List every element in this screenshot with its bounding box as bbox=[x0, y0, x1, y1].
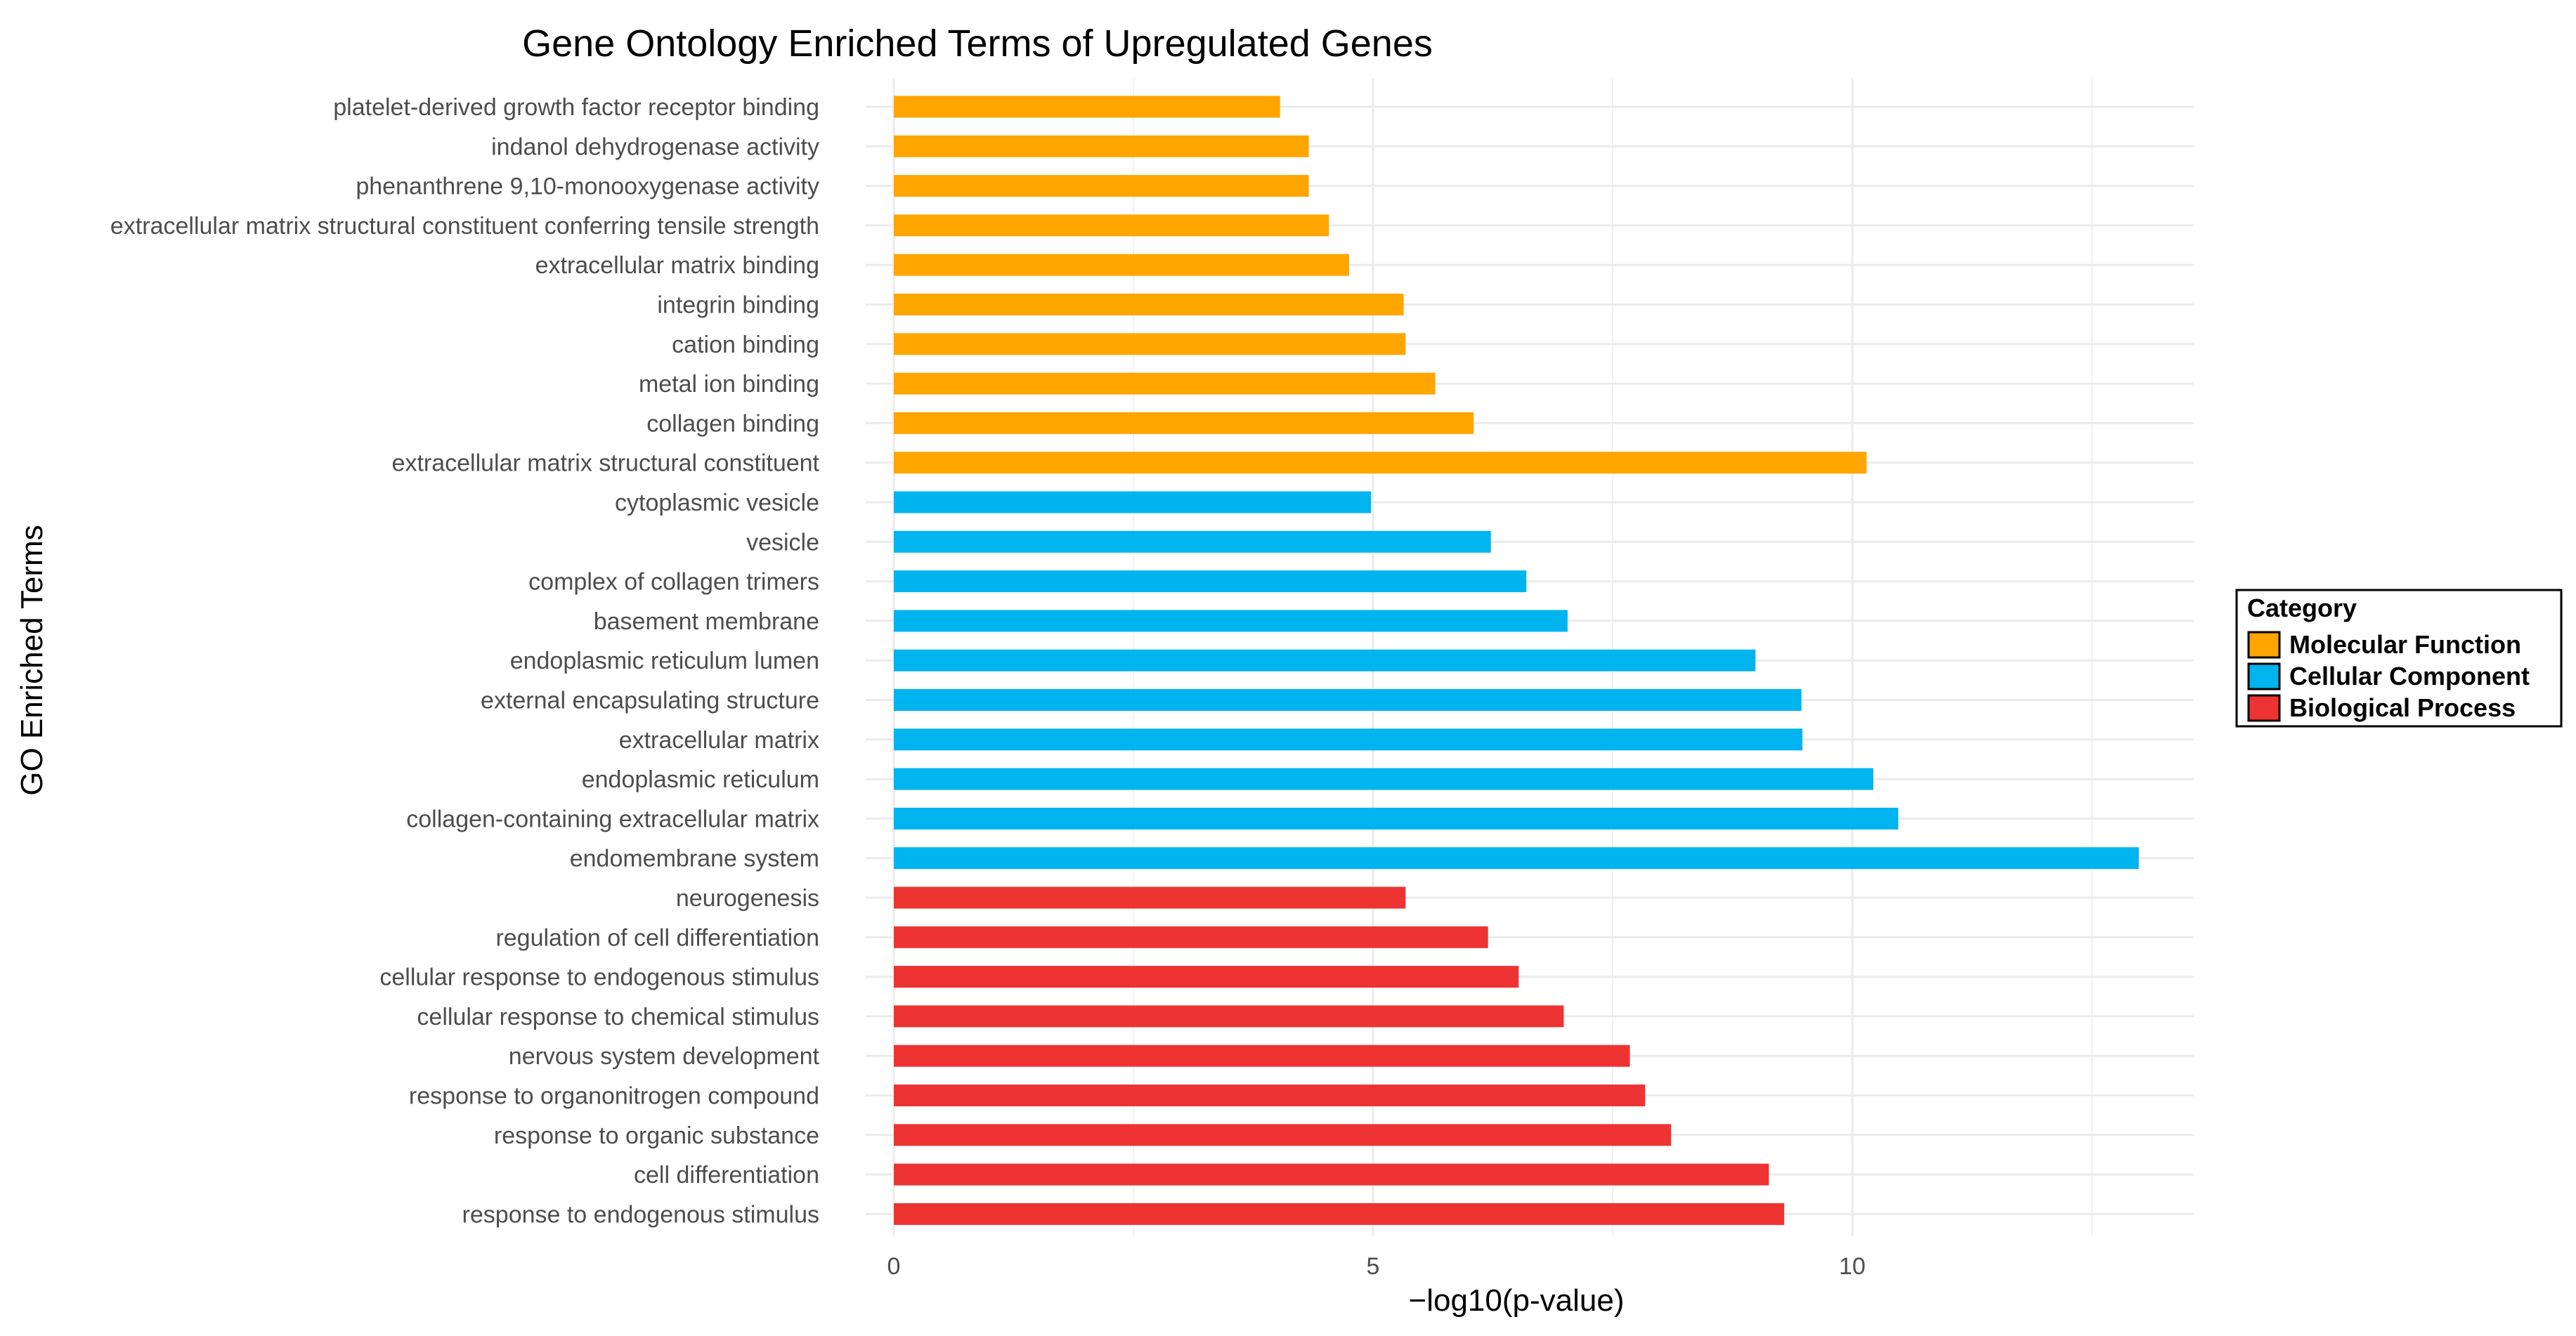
legend-label: Molecular Function bbox=[2289, 630, 2521, 659]
bar bbox=[894, 294, 1404, 315]
bar bbox=[894, 1203, 1785, 1225]
bar bbox=[894, 966, 1519, 988]
bar bbox=[894, 768, 1874, 790]
category-label: endoplasmic reticulum lumen bbox=[510, 648, 819, 674]
category-label: extracellular matrix structural constitu… bbox=[392, 450, 820, 477]
category-label: cell differentiation bbox=[634, 1162, 819, 1188]
legend-label: Biological Process bbox=[2289, 693, 2516, 722]
bar bbox=[894, 491, 1372, 513]
category-label: extracellular matrix structural constitu… bbox=[110, 213, 819, 240]
bar bbox=[894, 96, 1280, 118]
x-axis-title: −log10(p-value) bbox=[1409, 1283, 1625, 1318]
bar bbox=[894, 847, 2139, 870]
bars bbox=[894, 96, 2139, 1225]
category-label: basement membrane bbox=[594, 608, 819, 635]
legend-swatch bbox=[2247, 631, 2281, 659]
bar bbox=[894, 807, 1899, 830]
category-label: endomembrane system bbox=[570, 846, 819, 872]
category-label: indanol dehydrogenase activity bbox=[491, 133, 819, 160]
category-labels: platelet-derived growth factor receptor … bbox=[110, 94, 820, 1228]
bar bbox=[894, 1005, 1564, 1028]
category-label: response to organonitrogen compound bbox=[409, 1083, 819, 1110]
bar bbox=[894, 886, 1406, 909]
bar bbox=[894, 214, 1329, 237]
bar bbox=[894, 452, 1867, 474]
x-axis-ticks: 0 5 10 bbox=[887, 1253, 1866, 1280]
category-label: extracellular matrix bbox=[619, 727, 819, 754]
category-label: regulation of cell differentiation bbox=[495, 924, 819, 951]
bar bbox=[894, 1124, 1672, 1146]
bar bbox=[894, 254, 1349, 276]
category-label: platelet-derived growth factor receptor … bbox=[333, 94, 819, 121]
bar bbox=[894, 530, 1491, 553]
bar bbox=[894, 610, 1568, 632]
bar bbox=[894, 333, 1406, 355]
legend: Category Molecular Function Cellular Comp… bbox=[2235, 589, 2563, 728]
bar bbox=[894, 1044, 1630, 1067]
legend-title: Category bbox=[2247, 594, 2357, 622]
bar bbox=[894, 570, 1527, 593]
y-axis-title: GO Enriched Terms bbox=[15, 525, 49, 796]
bar bbox=[894, 135, 1309, 157]
category-label: integrin binding bbox=[657, 292, 819, 319]
category-label: cytoplasmic vesicle bbox=[615, 490, 819, 516]
bar bbox=[894, 728, 1803, 751]
category-label: cellular response to chemical stimulus bbox=[417, 1004, 819, 1030]
bar bbox=[894, 689, 1802, 711]
category-label: nervous system development bbox=[509, 1043, 820, 1070]
category-label: cellular response to endogenous stimulus bbox=[379, 964, 819, 991]
category-label: extracellular matrix binding bbox=[535, 252, 819, 279]
legend-swatch bbox=[2247, 662, 2281, 690]
category-label: neurogenesis bbox=[676, 885, 819, 912]
x-tick-label: 0 bbox=[887, 1253, 901, 1280]
category-label: cation binding bbox=[672, 332, 819, 358]
bar bbox=[894, 175, 1309, 197]
legend-swatch bbox=[2247, 694, 2281, 722]
bar bbox=[894, 372, 1436, 395]
bar bbox=[894, 1085, 1646, 1106]
category-label: metal ion binding bbox=[639, 371, 819, 398]
chart-title: Gene Ontology Enriched Terms of Upregula… bbox=[522, 22, 1433, 65]
category-label: collagen binding bbox=[646, 410, 819, 437]
bar bbox=[894, 926, 1488, 948]
category-label: response to organic substance bbox=[494, 1122, 819, 1149]
category-label: collagen-containing extracellular matrix bbox=[406, 806, 819, 832]
bar bbox=[894, 412, 1474, 434]
legend-label: Cellular Component bbox=[2289, 662, 2530, 690]
x-tick-label: 5 bbox=[1367, 1253, 1380, 1280]
category-label: response to endogenous stimulus bbox=[462, 1201, 819, 1228]
category-label: complex of collagen trimers bbox=[528, 569, 819, 596]
category-label: phenanthrene 9,10-monooxygenase activity bbox=[356, 173, 819, 200]
x-tick-label: 10 bbox=[1839, 1253, 1866, 1280]
bar bbox=[894, 649, 1756, 672]
category-label: external encapsulating structure bbox=[481, 688, 819, 714]
legend-box bbox=[2235, 589, 2563, 728]
category-label: endoplasmic reticulum bbox=[582, 766, 819, 793]
legend-items: Molecular Function Cellular Component Biol… bbox=[2247, 630, 2530, 722]
category-label: vesicle bbox=[746, 529, 819, 556]
bar bbox=[894, 1163, 1769, 1186]
